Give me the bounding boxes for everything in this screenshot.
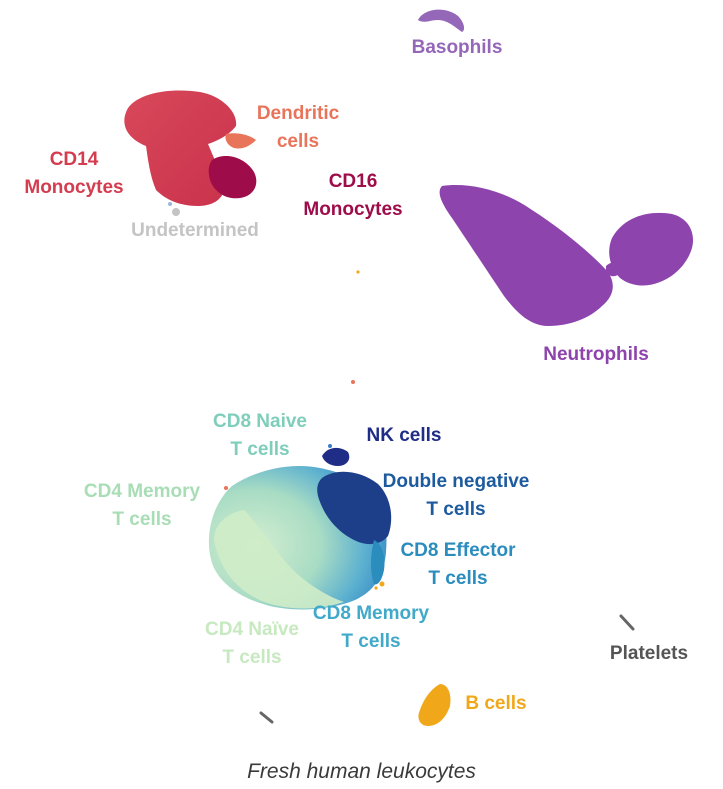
label-cd4-memory: CD4 Memory T cells: [72, 478, 212, 534]
label-cd8-memory-line2: T cells: [341, 631, 401, 652]
platelets-cluster: [619, 614, 635, 631]
double-negative-cluster: [317, 471, 392, 545]
label-nk-line: NK cells: [366, 425, 442, 446]
label-platelets-line: Platelets: [609, 643, 689, 664]
cd16-monocytes-cluster: [208, 156, 257, 199]
label-dendritic-cells: Dendritic cells: [238, 100, 358, 156]
label-neutrophils-line: Neutrophils: [543, 344, 649, 365]
label-double-negative: Double negative T cells: [372, 468, 540, 524]
label-cd14-line1: CD14: [49, 149, 99, 170]
figure-caption: Fresh human leukocytes: [247, 760, 476, 783]
label-dendritic-line2: cells: [276, 131, 320, 152]
label-cd8-naive: CD8 Naive T cells: [200, 408, 320, 464]
label-undetermined: Undetermined: [120, 217, 270, 245]
neutrophils-satellite: [609, 212, 694, 286]
label-nk-cells: NK cells: [354, 422, 454, 450]
label-dn-line2: T cells: [426, 499, 486, 520]
label-cd4-naive-line1: CD4 Naïve: [205, 619, 299, 640]
label-b-cells: B cells: [456, 690, 536, 718]
cd4-naive-region: [214, 510, 344, 609]
label-dendritic-line1: Dendritic: [256, 103, 340, 124]
label-cd8-memory-line1: CD8 Memory: [312, 603, 430, 624]
basophils-cluster: [418, 9, 465, 33]
label-basophils-line: Basophils: [411, 37, 503, 58]
label-dn-line1: Double negative: [382, 471, 530, 492]
label-cd14-monocytes: CD14 Monocytes: [6, 146, 142, 202]
label-cd4-naive: CD4 Naïve T cells: [192, 616, 312, 672]
label-cd8-naive-line2: T cells: [230, 439, 290, 460]
b-cells-cluster: [418, 684, 451, 726]
label-cd8-naive-line1: CD8 Naive: [213, 411, 307, 432]
label-platelets: Platelets: [600, 640, 698, 668]
label-cd16-line1: CD16: [328, 171, 378, 192]
label-cd8-memory: CD8 Memory T cells: [302, 600, 440, 656]
cd8-effector-cluster: [371, 540, 385, 585]
label-cd16-monocytes: CD16 Monocytes: [290, 168, 416, 224]
label-cd4-memory-line2: T cells: [112, 509, 172, 530]
label-neutrophils: Neutrophils: [526, 341, 666, 369]
dendritic-cells-cluster: [225, 133, 256, 149]
cd14-monocytes-cluster: [124, 90, 237, 206]
label-cd4-naive-line2: T cells: [222, 647, 282, 668]
label-b-cells-line: B cells: [465, 693, 527, 714]
label-cd16-line2: Monocytes: [303, 199, 403, 220]
label-undetermined-line: Undetermined: [131, 220, 259, 241]
undetermined-cluster: [172, 208, 180, 216]
label-cd8-effector-line2: T cells: [428, 568, 488, 589]
label-cd14-line2: Monocytes: [24, 177, 124, 198]
label-basophils: Basophils: [382, 34, 532, 62]
nk-cells-cluster: [322, 447, 350, 466]
label-cd8-effector-line1: CD8 Effector: [400, 540, 516, 561]
label-cd8-effector: CD8 Effector T cells: [390, 537, 526, 593]
label-cd4-memory-line1: CD4 Memory: [83, 481, 201, 502]
neutrophils-cluster: [439, 185, 613, 326]
